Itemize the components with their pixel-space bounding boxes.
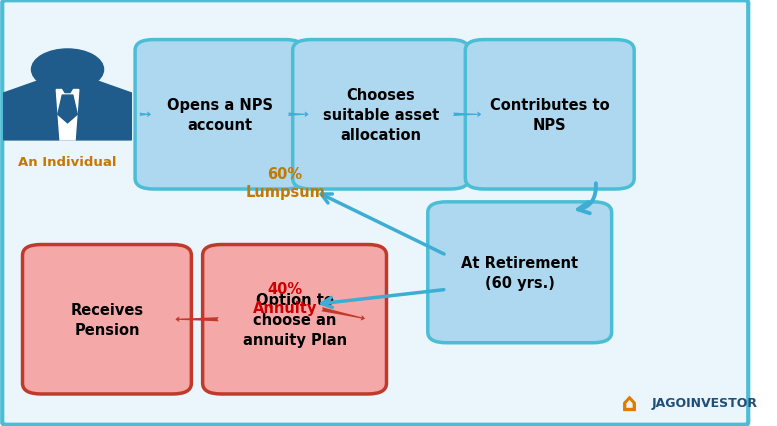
FancyBboxPatch shape	[2, 1, 748, 425]
FancyBboxPatch shape	[23, 245, 191, 394]
FancyBboxPatch shape	[293, 40, 469, 190]
Text: 60%
Lumpsum: 60% Lumpsum	[246, 167, 325, 200]
Bar	[58, 82, 77, 92]
Text: Chooses
suitable asset
allocation: Chooses suitable asset allocation	[322, 88, 439, 142]
Text: At Retirement
(60 yrs.): At Retirement (60 yrs.)	[462, 255, 578, 290]
FancyBboxPatch shape	[135, 40, 304, 190]
Text: Contributes to
NPS: Contributes to NPS	[490, 98, 609, 132]
Text: 40%
Annuity: 40% Annuity	[253, 282, 317, 315]
Text: Receives
Pension: Receives Pension	[71, 302, 144, 337]
Text: An Individual: An Individual	[19, 155, 117, 168]
FancyBboxPatch shape	[465, 40, 634, 190]
Circle shape	[32, 50, 103, 91]
Polygon shape	[4, 82, 131, 141]
Polygon shape	[56, 90, 78, 141]
Text: Opens a NPS
account: Opens a NPS account	[166, 98, 273, 132]
Text: JAGOINVESTOR: JAGOINVESTOR	[651, 396, 758, 409]
Text: Option to
choose an
annuity Plan: Option to choose an annuity Plan	[242, 292, 347, 347]
Polygon shape	[57, 96, 77, 124]
FancyBboxPatch shape	[428, 202, 611, 343]
FancyBboxPatch shape	[203, 245, 386, 394]
